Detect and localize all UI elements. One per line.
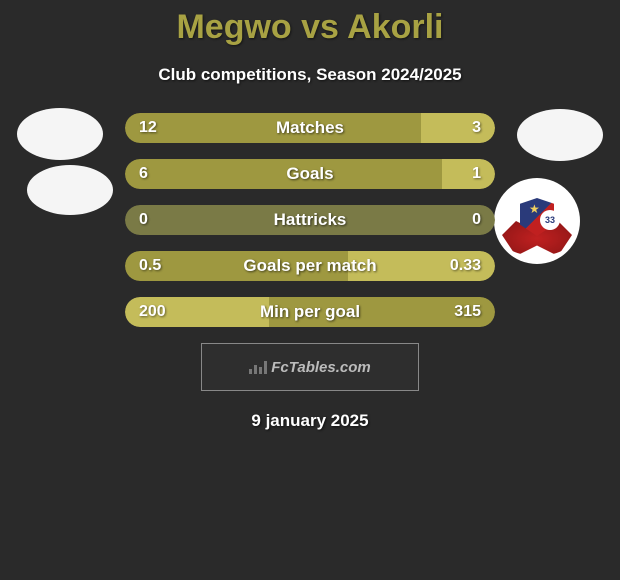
player-left-avatar-ellipse-2: [27, 165, 113, 215]
stat-value-right: 1: [472, 165, 481, 183]
stats-container: 12 3 Matches 6 1 Goals 0 0 Hattricks 0.5 0.33 Goals…: [125, 113, 495, 327]
stat-value-right: 3: [472, 119, 481, 137]
stat-row: 6 1 Goals: [125, 159, 495, 189]
stat-bar-left: [125, 159, 442, 189]
stat-label: Goals: [286, 164, 333, 184]
player-left-avatar-ellipse-1: [17, 108, 103, 160]
player-right-club-logo: ★ 33: [494, 178, 580, 264]
stat-value-right: 315: [454, 303, 481, 321]
stat-row: 0.5 0.33 Goals per match: [125, 251, 495, 281]
stat-value-left: 0: [139, 211, 148, 229]
stat-value-right: 0.33: [450, 257, 481, 275]
stat-bar-right: [442, 159, 495, 189]
stat-bar-right: [421, 113, 495, 143]
stat-row: 200 315 Min per goal: [125, 297, 495, 327]
date-text: 9 january 2025: [0, 411, 620, 431]
stat-label: Hattricks: [274, 210, 347, 230]
player-right-avatar-ellipse: [517, 109, 603, 161]
logo-number-badge: 33: [540, 210, 560, 230]
stat-label: Goals per match: [243, 256, 376, 276]
stat-value-right: 0: [472, 211, 481, 229]
stat-row: 12 3 Matches: [125, 113, 495, 143]
stat-value-left: 6: [139, 165, 148, 183]
watermark-box: FcTables.com: [201, 343, 419, 391]
stat-row: 0 0 Hattricks: [125, 205, 495, 235]
stat-label: Matches: [276, 118, 344, 138]
stat-value-left: 200: [139, 303, 166, 321]
stat-bar-left: [125, 113, 421, 143]
chart-icon: [249, 360, 267, 374]
comparison-title: Megwo vs Akorli: [0, 8, 620, 47]
stat-value-left: 12: [139, 119, 157, 137]
stat-label: Min per goal: [260, 302, 360, 322]
stat-value-left: 0.5: [139, 257, 161, 275]
comparison-subtitle: Club competitions, Season 2024/2025: [0, 65, 620, 85]
watermark-text: FcTables.com: [271, 359, 370, 376]
logo-star-icon: ★: [529, 202, 540, 216]
